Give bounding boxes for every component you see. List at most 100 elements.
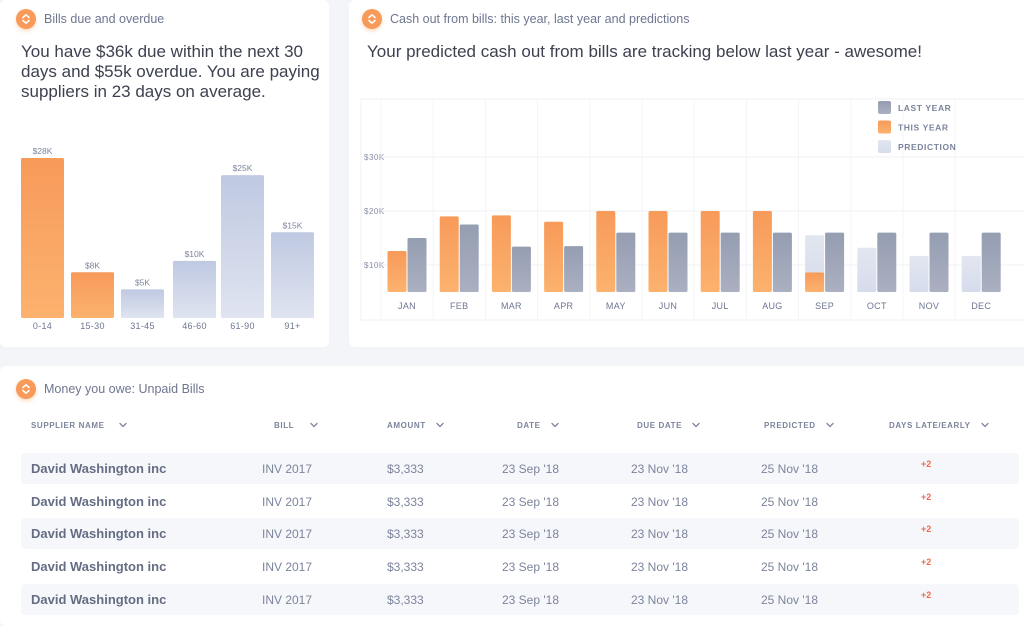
chevron-down-icon[interactable] (118, 421, 127, 430)
x-tick-label: FEB (450, 301, 468, 311)
cell-supplier: David Washington inc (31, 493, 167, 509)
cell-days: +2 (921, 557, 932, 568)
legend-swatch (878, 140, 891, 153)
bar-last-year-SEP[interactable] (825, 232, 845, 292)
bar-last-year-DEC[interactable] (981, 232, 1001, 292)
cell-due: 23 Nov '18 (631, 560, 688, 575)
bar-this-year-JAN[interactable] (387, 250, 407, 292)
x-tick-label: JUL (712, 301, 729, 311)
aging-bar-61-90[interactable] (221, 175, 264, 318)
cell-supplier: David Washington inc (31, 591, 167, 607)
column-header-due-date[interactable]: DUE DATE (637, 421, 700, 430)
bar-last-year-MAR[interactable] (511, 246, 531, 292)
bar-last-year-MAY[interactable] (616, 232, 636, 292)
cell-bill: INV 2017 (262, 494, 313, 509)
cell-date: 23 Sep '18 (502, 494, 560, 509)
chevron-down-icon[interactable] (436, 421, 444, 430)
aging-bar-15-30[interactable] (71, 272, 114, 318)
x-tick-label: SEP (815, 301, 834, 311)
y-tick-label: $30K (364, 153, 385, 162)
chevrons-updown-icon (16, 379, 36, 399)
plot-area (360, 98, 1024, 321)
legend-swatch (878, 120, 891, 134)
chevrons-updown-icon (362, 9, 382, 29)
column-header-date[interactable]: DATE (517, 421, 559, 430)
chevron-down-icon[interactable] (825, 421, 834, 430)
bar-prediction-NOV[interactable] (909, 255, 929, 292)
bar-this-year-AUG[interactable] (752, 211, 772, 292)
bar-this-year-JUN[interactable] (648, 211, 668, 292)
bar-this-year-APR[interactable] (544, 221, 564, 292)
aging-bar-91+[interactable] (271, 232, 314, 318)
cell-due: 23 Nov '18 (631, 462, 688, 476)
column-header-predicted[interactable]: PREDICTED (764, 421, 834, 430)
aging-bar-46-60[interactable] (173, 260, 216, 318)
aging-value-label: $25K (233, 163, 253, 173)
cell-days: +2 (921, 491, 932, 502)
x-tick-label: NOV (919, 301, 939, 311)
aging-category-label: 0-14 (33, 321, 52, 331)
column-header-supplier-name[interactable]: SUPPLIER NAME (31, 421, 127, 430)
cell-predicted: 25 Nov '18 (761, 560, 818, 575)
chevron-down-icon[interactable] (692, 421, 700, 430)
aging-bar-chart: $28K 0-14 $8K 15-30 $5K 31-45 $10K 46-60 $25K 61-… (21, 146, 314, 331)
column-header-bill[interactable]: BILL (274, 421, 318, 430)
table-row[interactable]: David Washington inc INV 2017 $3,333 23 Sep… (21, 583, 1019, 615)
bar-last-year-JUL[interactable] (720, 232, 740, 292)
legend-swatch (878, 101, 891, 114)
cell-due: 23 Nov '18 (631, 527, 688, 542)
aging-category-label: 15-30 (80, 321, 105, 331)
bar-this-year-JUL[interactable] (700, 211, 720, 292)
bar-last-year-APR[interactable] (564, 246, 584, 292)
chevron-down-icon[interactable] (310, 421, 318, 430)
bills-due-summary: You have $36k due within the next 30 day… (21, 42, 320, 101)
aging-value-label: $5K (135, 277, 150, 287)
cell-date: 23 Sep '18 (502, 527, 560, 542)
chevrons-updown-icon (16, 9, 36, 29)
aging-bar-0-14[interactable] (21, 158, 64, 318)
aging-category-label: 61-90 (230, 321, 255, 331)
aging-value-label: $15K (283, 220, 303, 230)
cash-out-header: Cash out from bills: this year, last yea… (362, 9, 689, 29)
bar-last-year-AUG[interactable] (772, 232, 792, 292)
card-title: Bills due and overdue (44, 12, 165, 26)
cash-out-bar-chart: $10K $20K $30K JAN FEB MAR APR MAY JUN JUL AUG SEP… (360, 98, 1024, 321)
column-header-label: DUE DATE (637, 421, 683, 430)
bar-this-year-MAY[interactable] (596, 211, 616, 292)
aging-value-label: $8K (85, 260, 100, 270)
bar-prediction-OCT[interactable] (857, 247, 877, 292)
column-header-days-late-early[interactable]: DAYS LATE/EARLY (889, 421, 989, 430)
column-header-label: PREDICTED (764, 421, 816, 430)
bar-prediction-DEC[interactable] (961, 255, 981, 292)
cell-date: 23 Sep '18 (502, 560, 560, 575)
cell-amount: $3,333 (387, 527, 424, 542)
bar-last-year-OCT[interactable] (877, 232, 897, 292)
bar-last-year-NOV[interactable] (929, 232, 949, 292)
table-row[interactable]: David Washington inc INV 2017 $3,333 23 Sep… (21, 486, 1019, 517)
column-header-amount[interactable]: AMOUNT (387, 421, 444, 430)
column-header-label: BILL (274, 421, 295, 430)
column-header-label: DATE (517, 421, 541, 430)
bar-last-year-FEB[interactable] (459, 224, 479, 293)
x-tick-label: JUN (659, 301, 677, 311)
bar-this-year-FEB[interactable] (439, 216, 459, 292)
table-row[interactable]: David Washington inc INV 2017 $3,333 23 Sep… (21, 518, 1019, 550)
chevron-down-icon[interactable] (550, 421, 559, 430)
cell-amount: $3,333 (387, 462, 424, 476)
cash-out-card: Cash out from bills: this year, last yea… (349, 0, 1024, 347)
chevron-down-icon[interactable] (980, 421, 989, 430)
x-tick-label: MAY (606, 301, 626, 311)
bar-this-year-MAR[interactable] (491, 215, 511, 292)
bar-this-year-SEP[interactable] (805, 272, 825, 292)
aging-bar-31-45[interactable] (121, 289, 164, 318)
card-title: Cash out from bills: this year, last yea… (390, 12, 690, 26)
table-row[interactable]: David Washington inc INV 2017 $3,333 23 Sep… (21, 551, 1019, 582)
bills-due-header: Bills due and overdue (16, 9, 164, 29)
bar-last-year-JUN[interactable] (668, 232, 688, 292)
y-tick-label: $10K (364, 261, 385, 270)
cell-days: +2 (921, 589, 932, 600)
legend-label: PREDICTION (898, 142, 956, 152)
table-row[interactable]: David Washington inc INV 2017 $3,333 23 Sep… (21, 453, 1019, 484)
x-tick-label: MAR (501, 301, 522, 311)
bar-last-year-JAN[interactable] (407, 238, 427, 292)
